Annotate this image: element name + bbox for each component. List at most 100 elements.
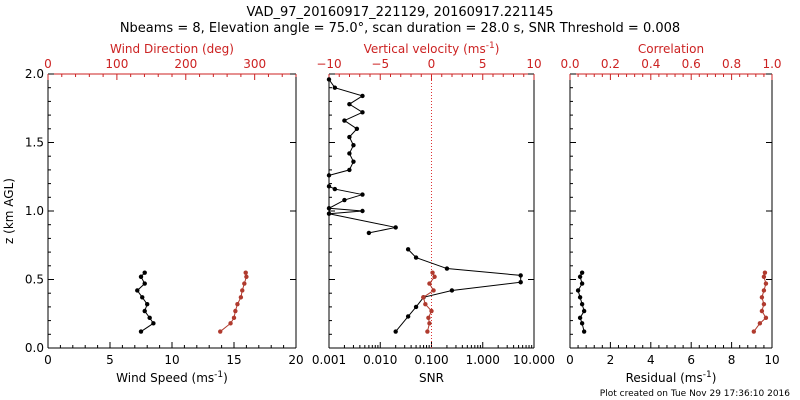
panel1-series2-point xyxy=(240,288,245,293)
panel2-series3-point xyxy=(431,288,436,293)
panel2-series2-point xyxy=(518,280,523,285)
panel2-series2-point xyxy=(518,273,523,278)
panel3-series2-point xyxy=(759,295,765,300)
panel3-series1-point xyxy=(577,274,583,279)
panel1-series1-point xyxy=(135,288,140,293)
x-axis-top-label-text: Correlation xyxy=(638,42,704,56)
panel2-series3-line xyxy=(422,272,436,332)
xtick-top-label: 200 xyxy=(174,57,197,71)
x-axis-top-label-text: Wind Direction (deg) xyxy=(110,42,234,56)
x-axis-top-label: Wind Direction (deg) xyxy=(110,42,234,56)
panel1-series2-point xyxy=(242,281,247,286)
xtick-top-label: 0.0 xyxy=(560,57,579,71)
panel3-series1-point xyxy=(579,301,585,307)
xtick-bottom-label: 0.001 xyxy=(312,353,346,367)
xtick-top-label: 0.8 xyxy=(722,57,741,71)
x-axis-bottom-label-sup: -1 xyxy=(214,370,223,380)
xtick-top-label: −5 xyxy=(371,57,389,71)
xtick-bottom-label: 0 xyxy=(44,353,52,367)
xtick-top-label: 300 xyxy=(243,57,266,71)
panel3-series2-point xyxy=(761,288,767,293)
xtick-bottom-label: 10.000 xyxy=(513,353,555,367)
xtick-bottom-label: 10 xyxy=(164,353,179,367)
panel3-series2-point xyxy=(761,274,767,279)
panel2-series2-point xyxy=(405,314,411,319)
panel2-series1-point xyxy=(360,110,365,115)
ytick-label: 2.0 xyxy=(25,67,44,81)
xtick-bottom-label: 8 xyxy=(728,353,736,367)
panel2-series3-point xyxy=(430,270,435,275)
title-line1: VAD_97_20160917_221129, 20160917.221145 xyxy=(247,5,554,20)
xtick-top-label: 0.6 xyxy=(682,57,701,71)
panel2-series1-point xyxy=(342,118,347,123)
panel2-series2-point xyxy=(413,304,419,310)
panel3-series1-point xyxy=(575,288,581,293)
panel1-series2-point xyxy=(238,295,244,300)
panel2-series3-point xyxy=(432,274,437,279)
x-axis-top-label-sup: -1 xyxy=(486,41,495,51)
panel3-series2-point xyxy=(763,281,769,286)
panel1-series1-point xyxy=(142,281,147,286)
panel2-series2-point xyxy=(393,329,398,334)
x-axis-bottom-label-text: SNR xyxy=(419,371,444,385)
panel2-series1-point xyxy=(393,225,398,230)
x-axis-bottom-label-close: ) xyxy=(223,371,228,385)
y-axis-label: z (km AGL) xyxy=(2,178,16,244)
ytick-label: 1.0 xyxy=(25,204,44,218)
panel2-series1-point xyxy=(332,186,338,192)
xtick-top-label: 1.0 xyxy=(762,57,781,71)
panel2-series1-point xyxy=(360,93,365,99)
xtick-top-label: 5 xyxy=(479,57,487,71)
panel1-series2-point xyxy=(218,329,223,334)
panel3-series1-point xyxy=(577,315,583,321)
xtick-bottom-label: 4 xyxy=(647,353,655,367)
panel3-series1-point xyxy=(579,321,585,326)
panel1-series1-line xyxy=(136,272,155,332)
ytick-label: 1.5 xyxy=(25,136,44,150)
panel2-series2-line xyxy=(395,249,522,332)
x-axis-top-label-close: ) xyxy=(495,42,500,56)
panel3-series1-point xyxy=(579,281,585,286)
panel3-series2-point xyxy=(751,329,757,334)
panel2-series1-point xyxy=(326,173,332,178)
xtick-top-label: −10 xyxy=(316,57,341,71)
xtick-bottom-label: 0.010 xyxy=(363,353,397,367)
x-axis-top-label-text: Vertical velocity (ms xyxy=(364,42,486,56)
panel2-series2-point xyxy=(444,266,450,271)
panel3-series1-point xyxy=(581,329,587,334)
panel1-series1-point xyxy=(138,274,144,279)
panel2-series2-point xyxy=(405,247,411,252)
panel1-series2-point xyxy=(243,270,248,275)
x-axis-bottom-label: Wind Speed (ms-1) xyxy=(116,370,228,385)
panel3-series2-point xyxy=(757,321,763,326)
panel1-series2-point xyxy=(228,321,233,326)
panel3-series2-point xyxy=(759,308,765,314)
x-axis-bottom-label: Residual (ms-1) xyxy=(626,370,717,385)
x-axis-bottom-label: SNR xyxy=(419,371,444,385)
x-axis-top-label: Vertical velocity (ms-1) xyxy=(364,41,500,56)
panel2-series1-point xyxy=(354,126,360,131)
panel2-series1-point xyxy=(347,151,352,156)
panel1-series1-point xyxy=(142,308,147,314)
panel1-series1-point xyxy=(140,295,145,300)
panel2-series3-point xyxy=(423,301,428,307)
panel2-series1-point xyxy=(351,143,356,148)
xtick-bottom-label: 15 xyxy=(226,353,241,367)
xtick-top-label: 0.2 xyxy=(601,57,620,71)
panel2-series1-point xyxy=(360,208,365,214)
xtick-bottom-label: 1.000 xyxy=(466,353,500,367)
panel3-series2-point xyxy=(763,315,769,321)
panel2-series2-point xyxy=(413,255,419,260)
panel2-series1-point xyxy=(347,167,352,173)
x-axis-bottom-label-text: Residual (ms xyxy=(626,371,703,385)
panel2-series1-point xyxy=(347,134,352,140)
xtick-bottom-label: 2 xyxy=(607,353,615,367)
panel2-series3-point xyxy=(426,315,431,321)
title-line2: Nbeams = 8, Elevation angle = 75.0°, sca… xyxy=(120,21,680,36)
panel2-series1-point xyxy=(332,85,338,90)
panel3-series1-point xyxy=(577,295,583,300)
x-axis-bottom-label-text: Wind Speed (ms xyxy=(116,371,214,385)
panel2-series3-point xyxy=(425,329,430,334)
